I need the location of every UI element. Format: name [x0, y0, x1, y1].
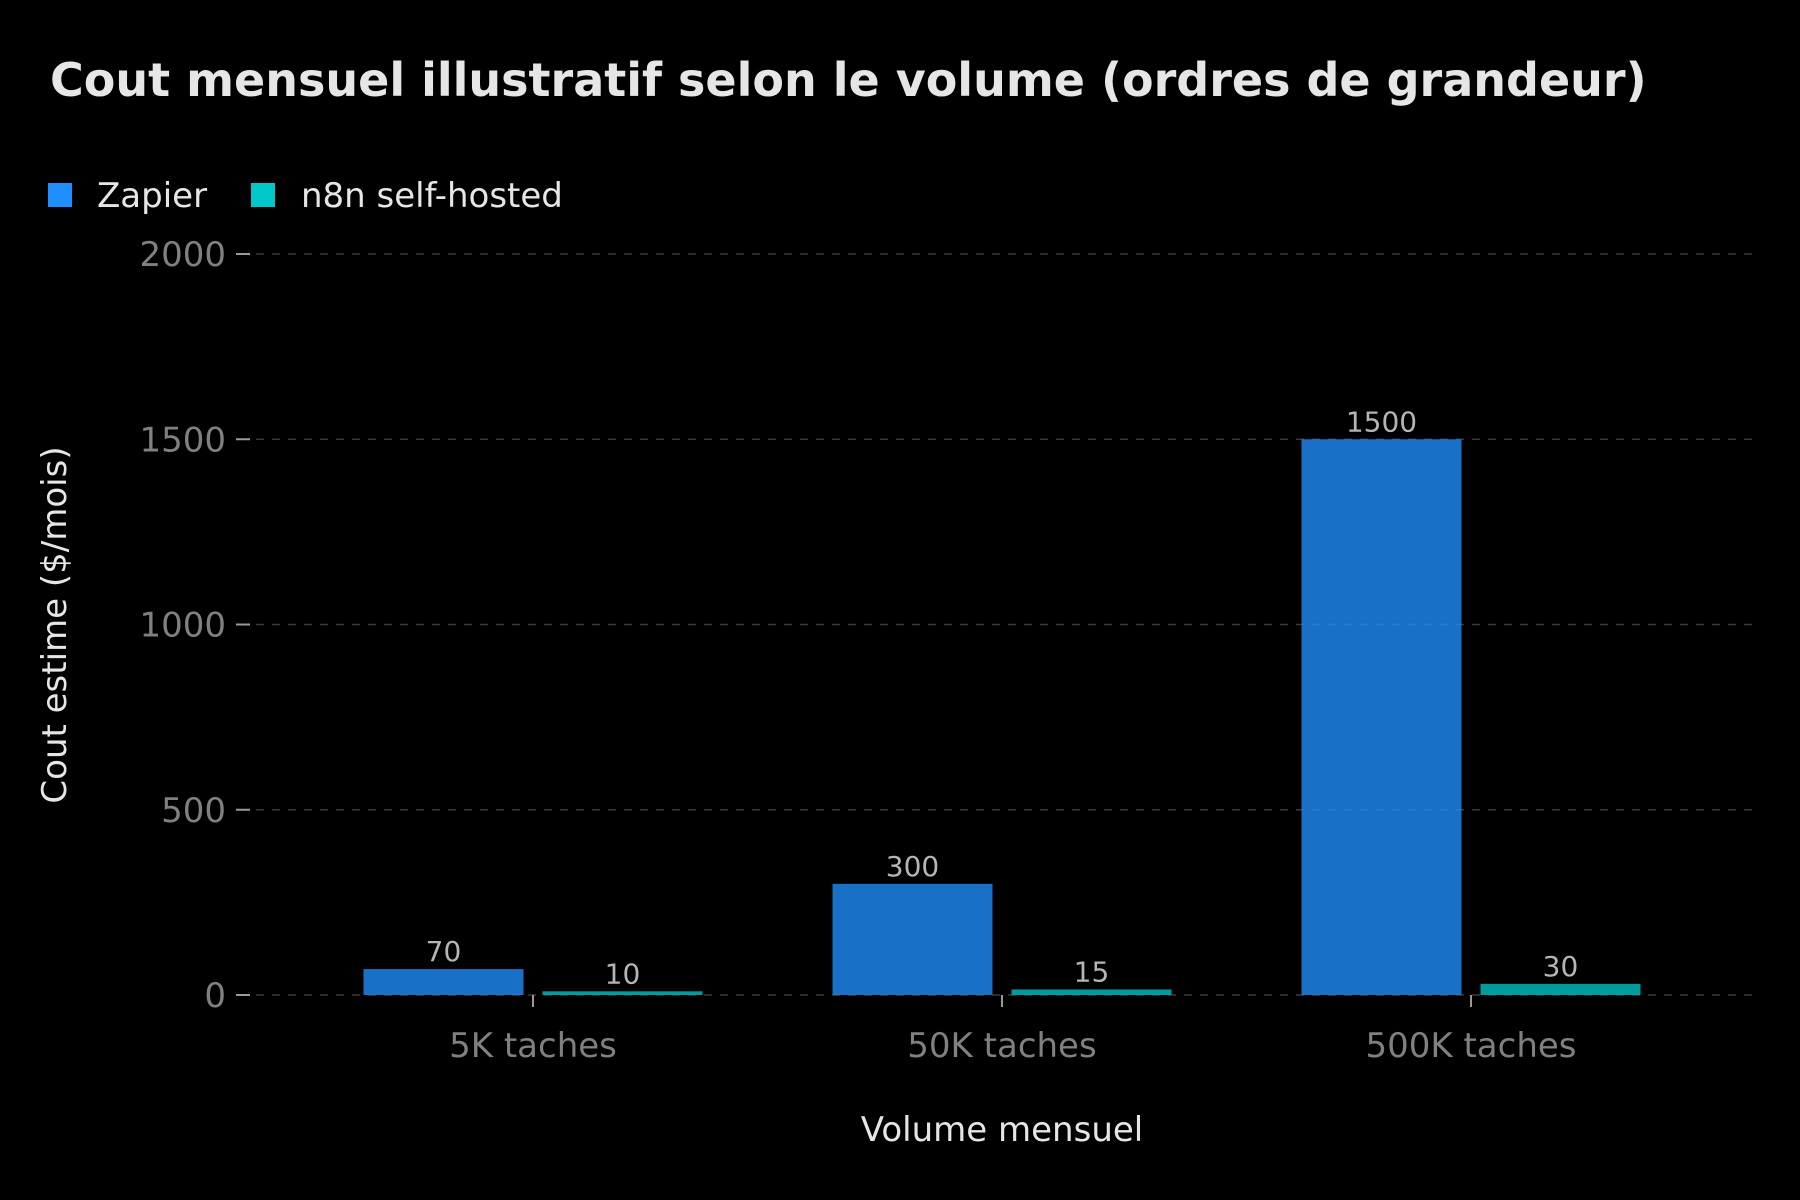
data-label-zapier: 300	[886, 850, 939, 883]
legend-label-zapier: Zapier	[97, 176, 207, 216]
x-tick-label: 500K taches	[1365, 1026, 1576, 1066]
chart-title: Cout mensuel illustratif selon le volume…	[50, 53, 1647, 107]
bar-zapier	[363, 969, 524, 995]
y-tick-label: 500	[161, 791, 226, 831]
bar-n8n	[542, 991, 703, 995]
data-label-zapier: 70	[426, 935, 462, 968]
x-tick-label: 5K taches	[449, 1026, 617, 1066]
data-label-n8n: 30	[1543, 950, 1579, 983]
bar-n8n	[1011, 989, 1172, 995]
legend: Zapier n8n self-hosted	[48, 176, 563, 216]
legend-swatch-zapier	[48, 183, 72, 207]
bars: 70 10 300 15 1500 30	[363, 405, 1641, 995]
bar-n8n	[1480, 983, 1641, 995]
y-tick-label: 1000	[139, 606, 226, 646]
ticks: 0 500 1000 1500 2000 5K taches 50K taches 500K …	[139, 235, 1576, 1066]
y-tick-label: 1500	[139, 420, 226, 460]
bar-zapier	[1301, 439, 1462, 995]
y-axis-label: Cout estime ($/mois)	[35, 446, 75, 803]
legend-swatch-n8n	[251, 183, 275, 207]
y-tick-label: 0	[204, 976, 226, 1016]
bar-zapier	[832, 883, 993, 995]
legend-label-n8n: n8n self-hosted	[301, 176, 563, 216]
grid	[240, 253, 1752, 996]
x-tick-label: 50K taches	[907, 1026, 1096, 1066]
data-label-n8n: 10	[605, 957, 641, 990]
y-tick-label: 2000	[139, 235, 226, 275]
data-label-n8n: 15	[1074, 955, 1110, 988]
data-label-zapier: 1500	[1346, 405, 1417, 438]
x-axis-label: Volume mensuel	[861, 1110, 1143, 1150]
